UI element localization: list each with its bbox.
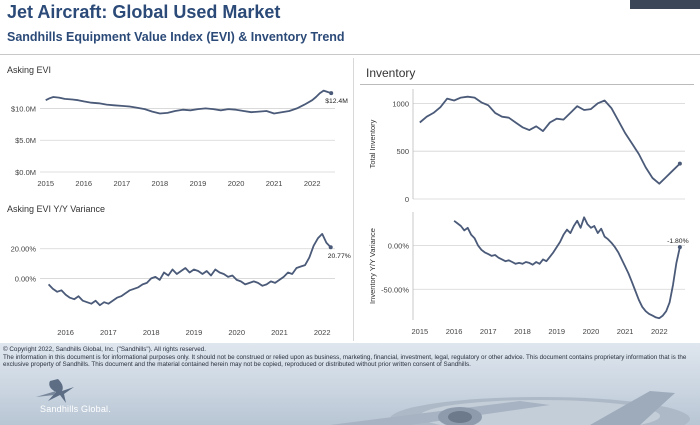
- series-line: [45, 89, 332, 115]
- chart-title-inventory: Inventory: [366, 66, 416, 80]
- series-line: [453, 216, 681, 320]
- x-tick-label: 2018: [152, 179, 169, 188]
- y-tick-label: 0.00%: [388, 241, 410, 250]
- end-value-label: 20.77%: [328, 253, 351, 260]
- x-tick-label: 2015: [37, 179, 54, 188]
- logo-text: Sandhills Global.: [40, 404, 111, 414]
- x-tick-label: 2017: [480, 327, 497, 336]
- x-tick-label: 2017: [113, 179, 130, 188]
- x-tick-label: 2018: [514, 327, 531, 336]
- y-tick-label: 0.00%: [15, 274, 37, 283]
- y-tick-label: 500: [396, 147, 409, 156]
- asking-evi-yoy-chart: 0.00% 20.00% 2016 2017 2018 2019 2020 2021 2022 2…: [11, 232, 351, 337]
- x-tick-label: 2022: [314, 328, 331, 337]
- y-tick-label: $0.0M: [15, 168, 36, 177]
- x-tick-label: 2016: [75, 179, 92, 188]
- y-tick-label: 20.00%: [11, 245, 37, 254]
- end-value-label: -1.80%: [667, 238, 689, 245]
- chart-title-asking-evi: Asking EVI: [7, 65, 52, 75]
- panel-divider: [353, 58, 354, 341]
- y-tick-label: 1000: [392, 99, 409, 108]
- x-tick-label: 2019: [190, 179, 207, 188]
- page-title: Jet Aircraft: Global Used Market: [7, 2, 281, 22]
- y-tick-label: 0: [405, 195, 409, 204]
- x-tick-label: 2022: [651, 327, 668, 336]
- chart-title-asking-evi-yoy: Asking EVI Y/Y Variance: [7, 204, 106, 214]
- x-tick-label: 2021: [266, 179, 283, 188]
- x-tick-label: 2018: [143, 328, 160, 337]
- y-axis-title: Total Inventory: [368, 119, 377, 168]
- x-tick-label: 2016: [57, 328, 74, 337]
- x-tick-label: 2016: [446, 327, 463, 336]
- asking-evi-chart: $0.0M $5.0M $10.0M 2015 2016 2017 2018 2019 2020…: [11, 89, 348, 188]
- inventory-title-rule: [360, 84, 694, 85]
- end-point-marker: [677, 245, 682, 250]
- x-tick-label: 2019: [548, 327, 565, 336]
- header-divider: [0, 54, 700, 55]
- end-point-marker: [329, 91, 334, 96]
- y-axis-title: Inventory Y/Y Variance: [368, 228, 377, 304]
- x-tick-label: 2020: [228, 328, 245, 337]
- x-tick-label: 2017: [100, 328, 117, 337]
- footer-disclaimer: © Copyright 2022, Sandhills Global, Inc.…: [3, 346, 693, 369]
- x-tick-label: 2020: [583, 327, 600, 336]
- header: Jet Aircraft: Global Used Market Sandhil…: [0, 0, 700, 56]
- airplane-image: [330, 391, 690, 425]
- y-tick-label: $5.0M: [15, 136, 36, 145]
- series-line: [419, 95, 681, 185]
- copyright-text: © Copyright 2022, Sandhills Global, Inc.…: [3, 346, 207, 353]
- y-tick-label: -50.00%: [381, 285, 409, 294]
- footer: © Copyright 2022, Sandhills Global, Inc.…: [0, 343, 700, 425]
- inventory-yoy-chart: 0.00% -50.00% 2015 2016 2017 2018 2019 2020 2021…: [368, 212, 689, 336]
- sandhills-logo: Sandhills Global.: [28, 377, 148, 423]
- x-tick-label: 2020: [228, 179, 245, 188]
- x-tick-label: 2022: [304, 179, 321, 188]
- x-tick-label: 2019: [186, 328, 203, 337]
- x-tick-label: 2021: [271, 328, 288, 337]
- page-subtitle: Sandhills Equipment Value Index (EVI) & …: [7, 30, 345, 44]
- y-tick-label: $10.0M: [11, 104, 36, 113]
- inventory-chart: 0 500 1000 Total Inventory: [368, 89, 685, 204]
- end-value-label: $12.4M: [325, 98, 348, 105]
- disclaimer-text: The information in this document is for …: [3, 353, 687, 369]
- corner-accent-bar: [630, 0, 700, 9]
- x-tick-label: 2021: [617, 327, 634, 336]
- x-tick-label: 2015: [411, 327, 428, 336]
- end-point-marker: [677, 161, 682, 166]
- end-point-marker: [328, 245, 333, 250]
- crane-logo-icon: [36, 379, 74, 403]
- series-line: [47, 232, 332, 307]
